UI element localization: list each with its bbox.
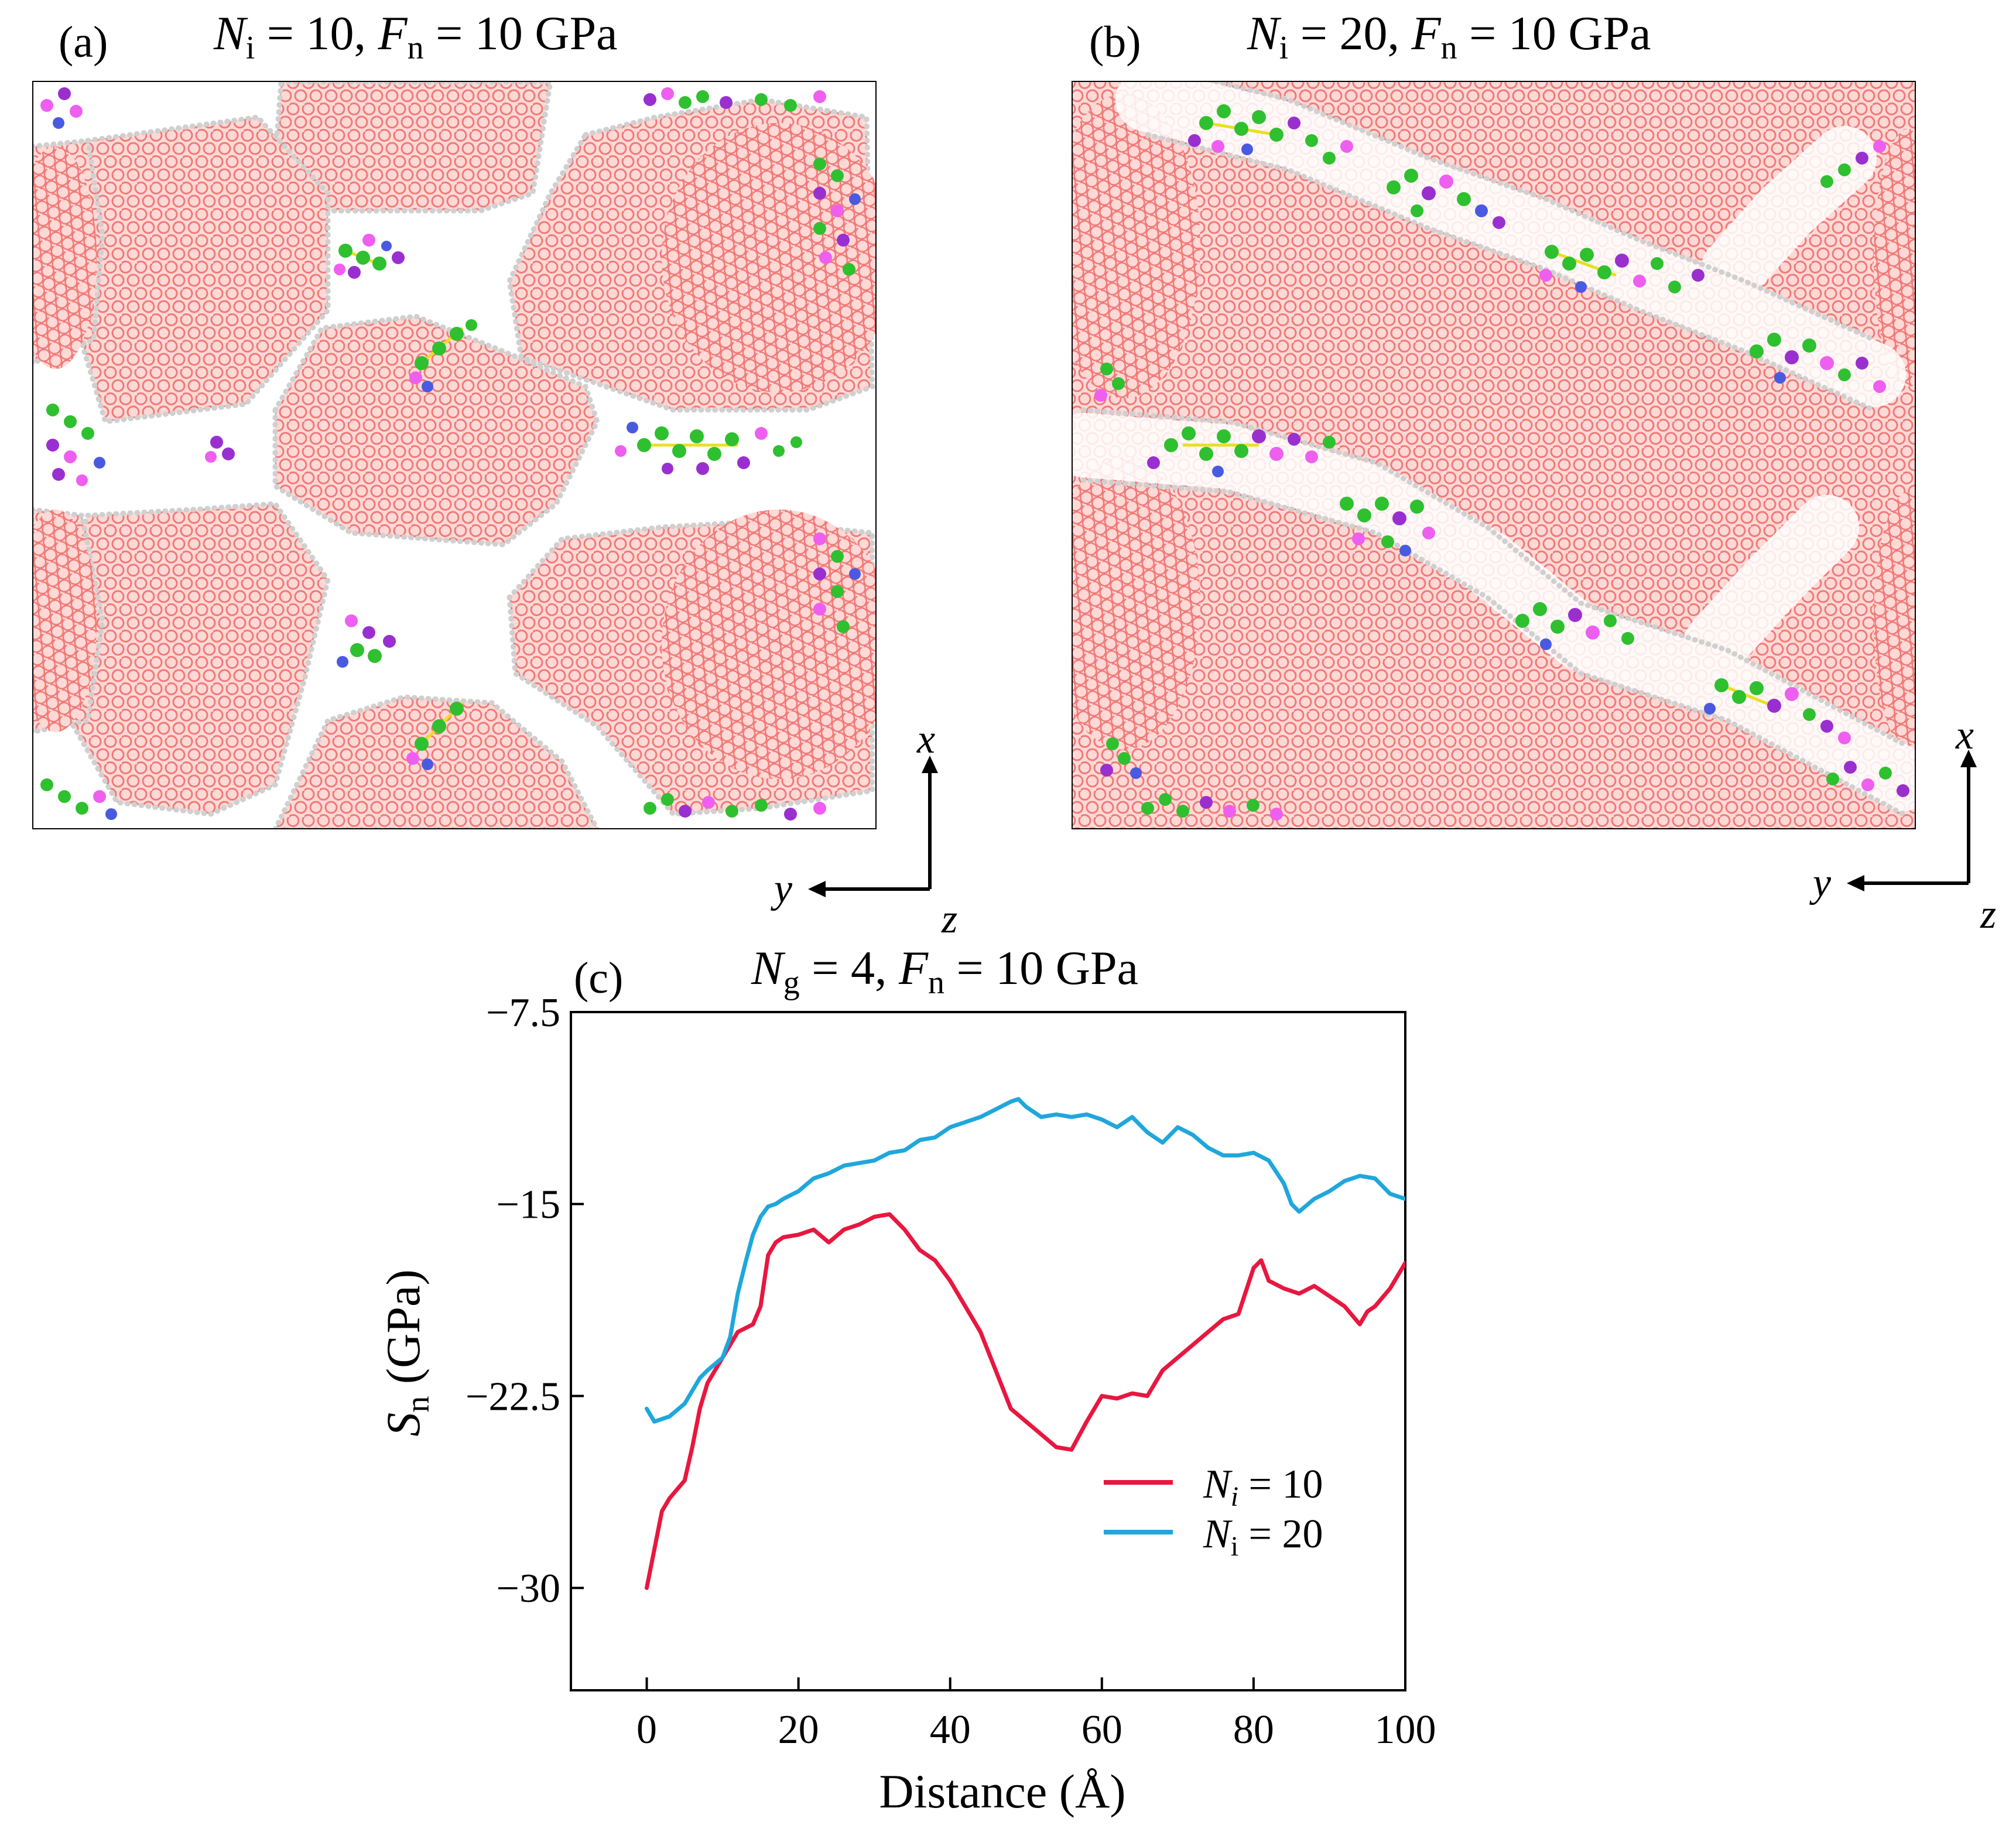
grain-rotated <box>1072 457 1200 750</box>
snapshot-a <box>32 81 877 829</box>
grain-rotated <box>32 146 97 369</box>
grain-rotated <box>32 510 97 732</box>
axis-label-x-b: x <box>1955 713 1974 758</box>
x-axis-label: Distance (Å) <box>879 1765 1125 1818</box>
legend-label-ni10: Ni = 10 <box>1203 1462 1323 1512</box>
x-ticks: 0 20 40 60 80 100 <box>636 1677 1436 1752</box>
series-line-ni10 <box>645 1212 1405 1590</box>
y-tick-label: −30 <box>497 1566 560 1611</box>
molecule-clusters-b <box>1094 104 1909 821</box>
grain-rotated <box>1874 492 1916 750</box>
panel-b-label: (b) <box>1089 18 1141 67</box>
grain <box>272 313 600 548</box>
x-tick-label: 0 <box>636 1707 657 1752</box>
y-tick-label: −15 <box>497 1183 560 1228</box>
series-line-ni20 <box>645 1097 1405 1424</box>
axis-label-x-a: x <box>916 717 935 762</box>
grain <box>272 694 601 829</box>
series <box>645 1097 1405 1590</box>
x-tick-label: 40 <box>930 1707 971 1752</box>
grain-rotated <box>662 510 877 779</box>
legend-label-ni20: Ni = 20 <box>1203 1512 1323 1562</box>
axis-triad-a <box>808 756 938 897</box>
panel-a-title: Ni = 10, Fn = 10 GPa <box>213 6 618 66</box>
y-axis-label: Sn (GPa) <box>376 1269 436 1436</box>
panel-b: (b) Ni = 20, Fn = 10 GPa <box>1072 6 1996 937</box>
x-tick-label: 80 <box>1233 1707 1274 1752</box>
axis-label-y-a: y <box>771 866 793 911</box>
y-tick-label: −7.5 <box>486 990 560 1035</box>
grain-rotated <box>1874 129 1916 387</box>
panel-c: (c) Ng = 4, Fn = 10 GPa −7.5−15−22.5−30 … <box>376 941 1436 1818</box>
molecule-clusters-a <box>40 87 861 821</box>
axis-label-z-a: z <box>941 897 957 942</box>
x-tick-label: 100 <box>1375 1707 1436 1752</box>
chart-title: Ng = 4, Fn = 10 GPa <box>751 941 1138 1001</box>
grain-rotated <box>1072 94 1200 398</box>
panel-b-title: Ni = 20, Fn = 10 GPa <box>1247 6 1651 66</box>
x-tick-label: 20 <box>778 1707 819 1752</box>
snapshot-b <box>1072 81 1916 829</box>
axis-triad-b <box>1847 750 1977 891</box>
boundary-band <box>1115 81 1906 407</box>
y-ticks: −7.5 −15 −22.5 −30 <box>466 990 584 1611</box>
x-tick-label: 60 <box>1081 1707 1122 1752</box>
axis-label-z-b: z <box>1980 892 1996 937</box>
panel-a: (a) Ni = 10, Fn = 10 GPa <box>32 6 957 942</box>
axis-label-y-b: y <box>1809 860 1832 905</box>
panel-a-label: (a) <box>59 18 108 67</box>
panel-c-label: (c) <box>574 953 623 1003</box>
boundary-band <box>1683 495 1859 676</box>
legend: Ni = 10 Ni = 20 <box>1104 1462 1323 1562</box>
grain-rotated <box>662 123 877 392</box>
y-tick-label: −22.5 <box>466 1374 560 1419</box>
